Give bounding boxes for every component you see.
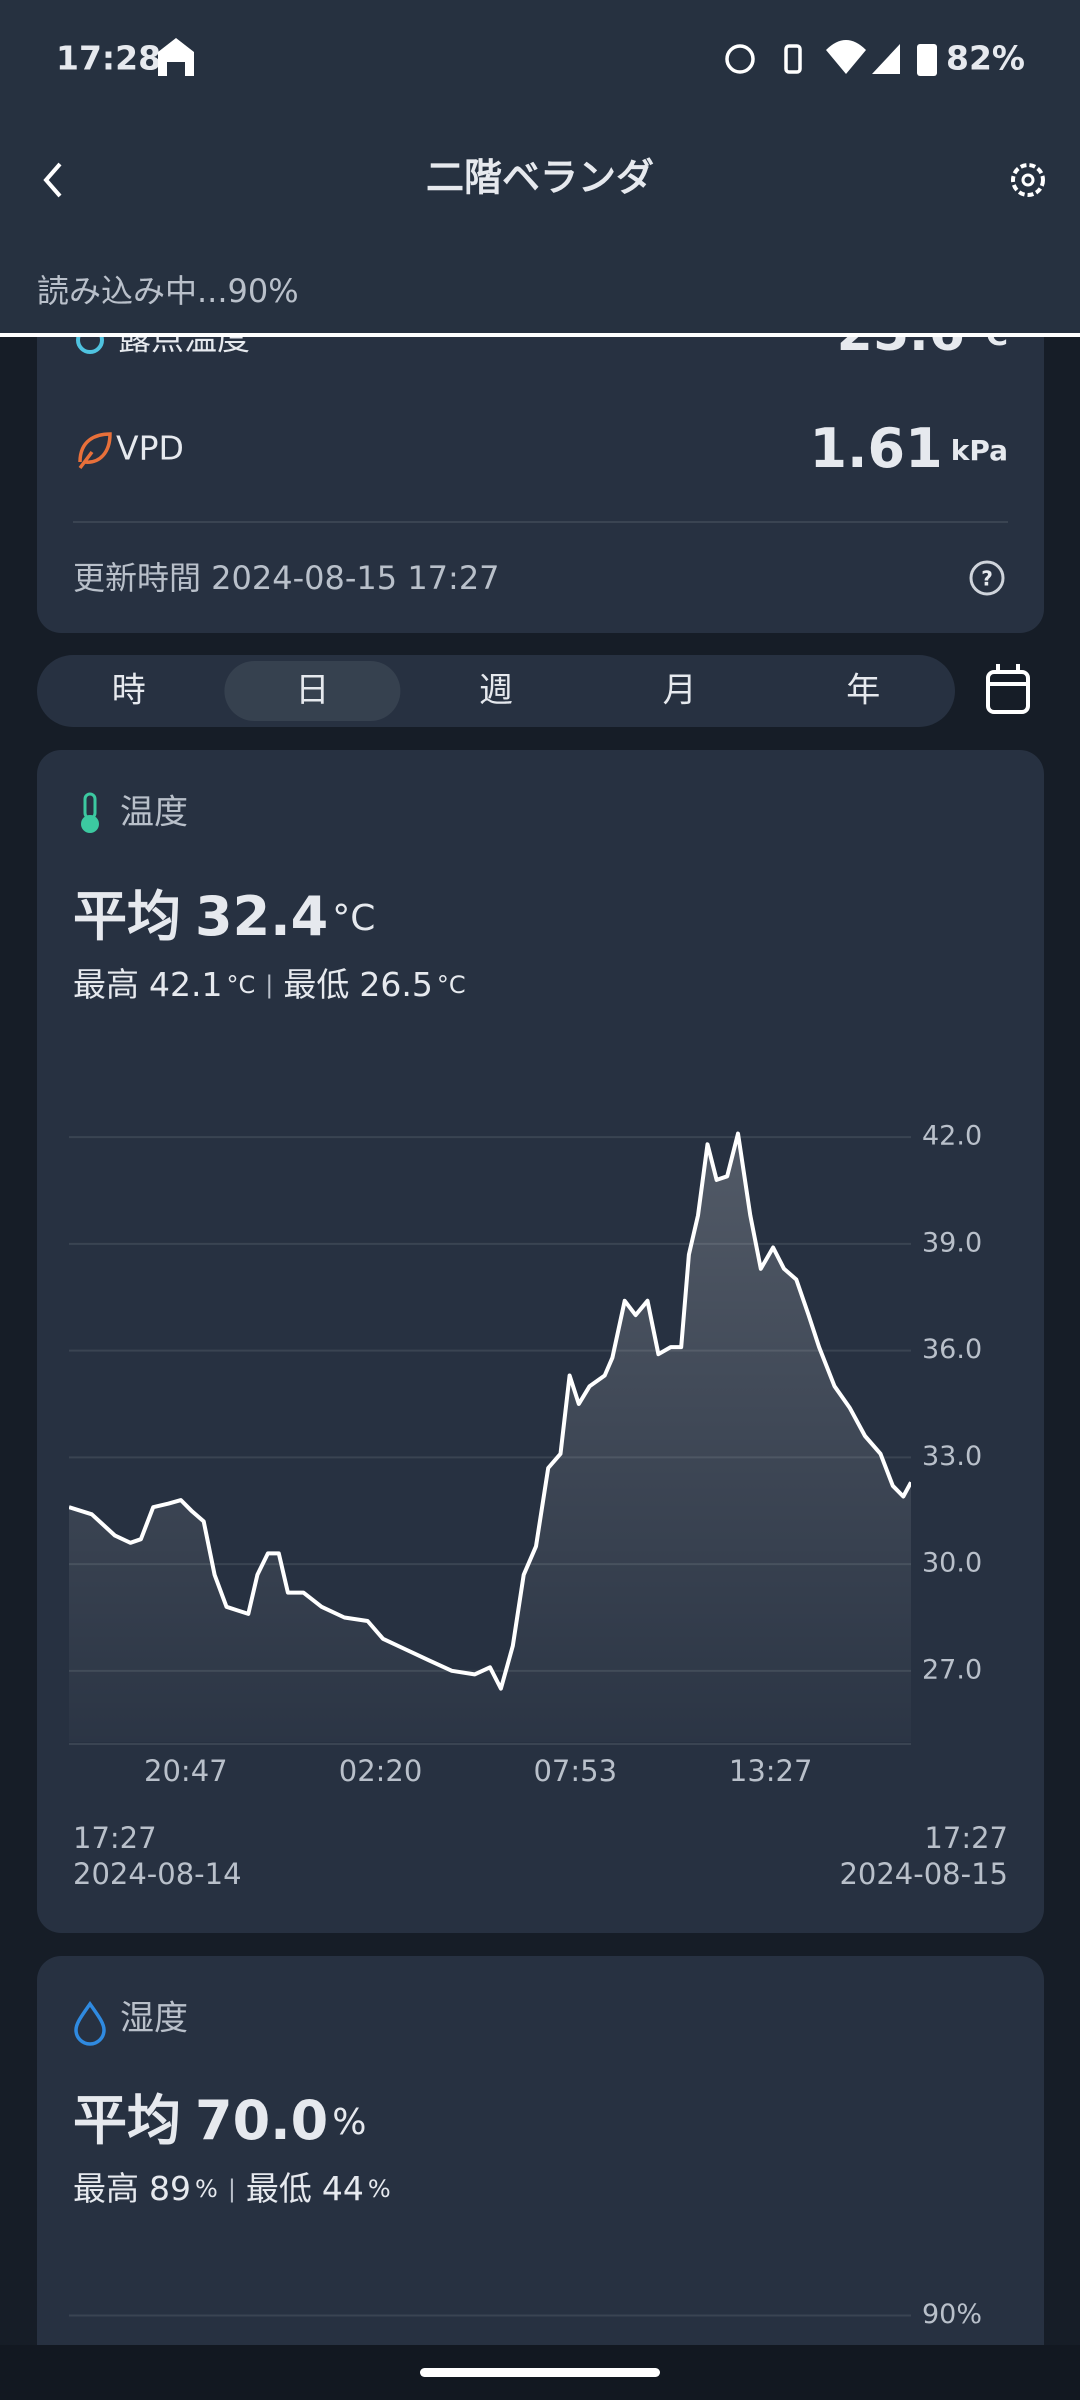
header: 17:28 82% 二階ベランダ 読み込み中...90% <box>0 0 1080 337</box>
max-unit: % <box>195 2175 218 2203</box>
vpd-icon <box>78 432 112 470</box>
end-date: 2024-08-15 <box>839 1857 1008 1891</box>
vpd-label: VPD <box>116 429 184 468</box>
y-tick-label: 39.0 <box>922 1227 982 1258</box>
start-time: 17:27 <box>73 1821 157 1855</box>
y-tick-label: 42.0 <box>922 1121 982 1152</box>
status-time: 17:28 <box>56 39 161 78</box>
start-date: 2024-08-14 <box>73 1857 242 1891</box>
y-tick-label: 90% <box>922 2299 982 2330</box>
end-time: 17:27 <box>924 1821 1008 1855</box>
min-unit: % <box>368 2175 391 2203</box>
back-button[interactable] <box>43 162 62 198</box>
battery-icon <box>917 44 937 76</box>
max-label: 最高 <box>73 2169 139 2208</box>
temperature-title: 温度 <box>120 793 188 833</box>
updated-time: 更新時間 2024-08-15 17:27 <box>73 559 500 597</box>
signal-icon <box>872 44 900 74</box>
x-tick-label: 07:53 <box>533 1754 617 1788</box>
card <box>37 240 1044 633</box>
y-tick-label: 33.0 <box>922 1441 982 1472</box>
battery-level: 82% <box>946 39 1025 78</box>
loading-bar <box>0 333 1080 337</box>
page-title: 二階ベランダ <box>426 156 654 200</box>
vpd-unit: kPa <box>951 434 1008 467</box>
vpd-value: 1.61 kPa <box>809 417 1008 480</box>
humidity-average: 平均 70.0% <box>73 2089 366 2152</box>
x-tick-label: 02:20 <box>339 1754 423 1788</box>
max-value: 42.1 <box>149 965 222 1004</box>
min-value: 26.5 <box>359 965 432 1004</box>
min-label: 最低 <box>246 2169 312 2208</box>
tab[interactable]: 年 <box>846 671 880 711</box>
average-value: 70.0 <box>195 2089 328 2152</box>
average-unit: % <box>332 2102 366 2143</box>
max-label: 最高 <box>73 965 139 1004</box>
loading-text: 読み込み中...90% <box>37 272 299 310</box>
humidity-card: 湿度 平均 70.0% 最高 89% | 最低 44% 90% <box>37 1956 1044 2400</box>
vpd-number: 1.61 <box>809 417 942 480</box>
average-label: 平均 <box>73 2089 181 2152</box>
average-unit: °C <box>332 898 375 939</box>
average-label: 平均 <box>73 885 181 948</box>
calendar-button[interactable] <box>986 664 1030 714</box>
y-tick-label: 27.0 <box>922 1654 982 1685</box>
tab-bar: 時日週月年 <box>37 655 955 727</box>
line <box>69 1131 911 1691</box>
svg-text:?: ? <box>981 567 993 591</box>
average-value: 32.4 <box>195 885 328 948</box>
home-indicator[interactable] <box>420 2368 660 2377</box>
tab[interactable]: 週 <box>479 671 513 711</box>
max-value: 89 <box>149 2169 191 2208</box>
x-tick-label: 13:27 <box>729 1754 813 1788</box>
thermometer-icon <box>81 792 99 833</box>
settings-button[interactable] <box>1011 163 1045 197</box>
tab[interactable]: 時 <box>112 671 146 711</box>
drop-icon <box>74 2000 106 2046</box>
wifi-icon <box>826 40 866 74</box>
tab[interactable]: 日 <box>295 671 329 711</box>
max-unit: °C <box>226 971 255 999</box>
min-value: 44 <box>322 2169 364 2208</box>
home-status-icon <box>158 38 194 76</box>
min-unit: °C <box>437 971 466 999</box>
humidity-title: 湿度 <box>120 1999 188 2039</box>
tab-selected[interactable] <box>224 661 401 721</box>
x-tick-label: 20:47 <box>144 1754 228 1788</box>
vibrate-icon <box>784 44 802 74</box>
tab[interactable]: 月 <box>663 671 697 711</box>
y-tick-label: 36.0 <box>922 1334 982 1365</box>
min-label: 最低 <box>283 965 349 1004</box>
temperature-average: 平均 32.4 °C <box>73 885 375 948</box>
card <box>37 1956 1044 2400</box>
status-icon <box>725 44 755 74</box>
help-icon[interactable]: ? <box>969 560 1005 596</box>
temperature-range: 最高 42.1 °C | 最低 26.5 °C <box>73 965 466 1004</box>
humidity-range: 最高 89% | 最低 44% <box>73 2169 391 2208</box>
area-fill <box>69 1133 911 1742</box>
plot-area <box>69 1131 911 1742</box>
y-tick-label: 30.0 <box>922 1548 982 1579</box>
temperature-card: 温度 平均 32.4 °C 最高 42.1 °C | 最低 26.5 °C 17:27 2024… <box>37 750 1044 1933</box>
